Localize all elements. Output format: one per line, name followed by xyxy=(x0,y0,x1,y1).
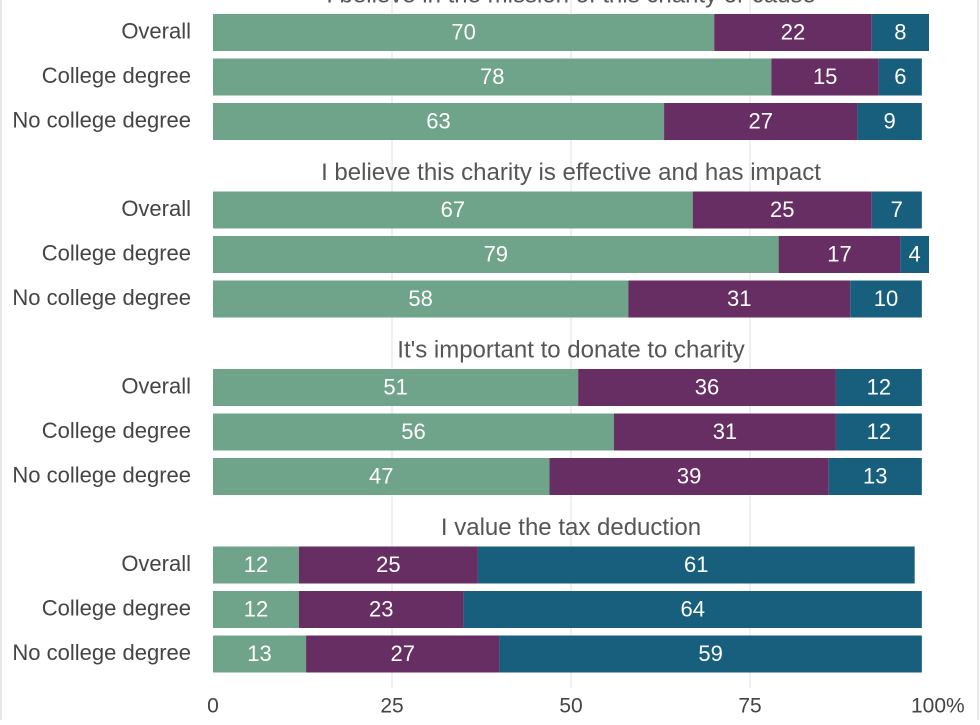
bar-segment xyxy=(298,546,478,584)
bar-segment xyxy=(828,458,922,495)
bar-segment xyxy=(613,413,836,451)
row-label: College degree xyxy=(42,595,191,620)
data-label: 15 xyxy=(813,64,837,89)
row-label: No college degree xyxy=(12,285,191,310)
bar-segment xyxy=(835,369,922,406)
data-label: 12 xyxy=(244,596,268,621)
bar-segment xyxy=(578,369,836,406)
data-label: 64 xyxy=(680,596,704,621)
row-label: Overall xyxy=(121,373,191,398)
data-label: 25 xyxy=(376,552,400,577)
data-label: 47 xyxy=(369,463,393,488)
bar-segment xyxy=(835,413,922,451)
data-label: 51 xyxy=(383,374,407,399)
data-label: 12 xyxy=(867,374,891,399)
x-tick-label: 25 xyxy=(380,695,403,718)
group-title: I believe this charity is effective and … xyxy=(321,159,821,186)
row-label: College degree xyxy=(42,418,191,443)
bars-layer: 70 22 8 78 15 6 63 27 9 67 25 7 79 17 4 58 31 10 51 36 12 56 3… xyxy=(213,14,929,673)
data-label: 9 xyxy=(883,108,895,133)
bar-segment xyxy=(213,591,299,628)
bar-segment xyxy=(714,14,872,51)
bar-segment xyxy=(778,236,901,273)
bar-segment xyxy=(298,591,464,628)
bar-segment xyxy=(549,458,829,495)
bar-segment xyxy=(213,103,665,140)
bar-segment xyxy=(213,14,715,51)
bar-segment xyxy=(213,413,614,451)
row-label: No college degree xyxy=(12,640,191,665)
bar-segment xyxy=(213,369,579,406)
bar-segment xyxy=(213,635,307,673)
data-label: 17 xyxy=(827,241,851,266)
bar-segment xyxy=(213,458,550,495)
row-label: No college degree xyxy=(12,107,191,132)
group-title: It's important to donate to charity xyxy=(397,336,744,363)
data-label: 31 xyxy=(727,286,751,311)
data-label: 56 xyxy=(401,419,425,444)
bar-segment xyxy=(213,191,693,229)
row-label: College degree xyxy=(42,240,191,265)
bar-segment xyxy=(306,635,500,673)
data-label: 59 xyxy=(698,641,722,666)
data-label: 67 xyxy=(441,197,465,222)
x-tick-label: 100% xyxy=(911,695,965,718)
bar-segment xyxy=(878,58,922,96)
data-label: 61 xyxy=(684,552,708,577)
bar-segment xyxy=(213,58,772,96)
data-label: 78 xyxy=(480,64,504,89)
data-label: 22 xyxy=(781,19,805,44)
x-tick-label: 50 xyxy=(559,695,582,718)
x-tick-label: 75 xyxy=(738,695,761,718)
bar-segment xyxy=(850,280,922,318)
data-label: 63 xyxy=(426,108,450,133)
data-label: 23 xyxy=(369,596,393,621)
bar-segment xyxy=(499,635,922,673)
data-label: 6 xyxy=(894,64,906,89)
data-label: 13 xyxy=(247,641,271,666)
bar-segment xyxy=(213,280,629,318)
bar-segment xyxy=(664,103,858,140)
data-label: 70 xyxy=(451,19,475,44)
data-label: 12 xyxy=(244,552,268,577)
bar-segment xyxy=(463,591,922,628)
data-label: 27 xyxy=(390,641,414,666)
group-title: I believe in the mission of this charity… xyxy=(326,0,816,8)
data-label: 27 xyxy=(748,108,772,133)
group-title: I value the tax deduction xyxy=(441,514,701,541)
data-label: 25 xyxy=(770,197,794,222)
bar-segment xyxy=(857,103,922,140)
bar-segment xyxy=(477,546,915,584)
data-label: 58 xyxy=(408,286,432,311)
bar-segment xyxy=(871,14,929,51)
data-label: 36 xyxy=(695,374,719,399)
row-label: College degree xyxy=(42,63,191,88)
bar-segment xyxy=(871,191,922,229)
data-label: 4 xyxy=(909,241,921,266)
row-label: Overall xyxy=(121,18,191,43)
bar-segment xyxy=(628,280,851,318)
x-tick-label: 0 xyxy=(207,695,219,718)
data-label: 10 xyxy=(874,286,898,311)
data-label: 8 xyxy=(894,19,906,44)
row-label: Overall xyxy=(121,196,191,221)
data-label: 79 xyxy=(484,241,508,266)
row-label: No college degree xyxy=(12,462,191,487)
data-label: 12 xyxy=(867,419,891,444)
bar-segment xyxy=(771,58,879,96)
bar-segment xyxy=(900,236,929,273)
data-label: 13 xyxy=(863,463,887,488)
bar-segment xyxy=(213,236,779,273)
row-label: Overall xyxy=(121,551,191,576)
data-label: 39 xyxy=(677,463,701,488)
data-label: 7 xyxy=(891,197,903,222)
bar-segment xyxy=(213,546,299,584)
data-label: 31 xyxy=(713,419,737,444)
bar-segment xyxy=(692,191,872,229)
